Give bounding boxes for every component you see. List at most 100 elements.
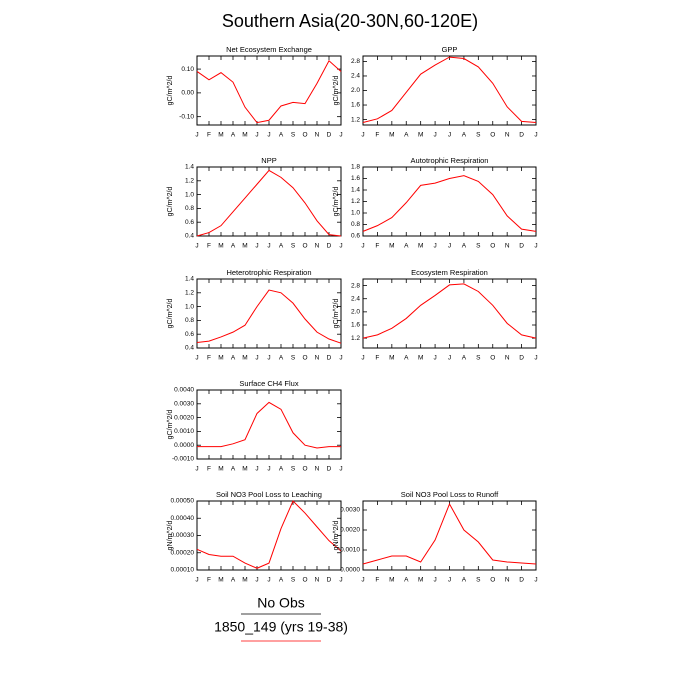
x-tick-label: F [207, 132, 211, 139]
y-axis-label: gN/m^2/d [333, 521, 340, 551]
y-axis-label: gC/m^2/d [333, 187, 340, 217]
x-tick-label: J [267, 466, 270, 473]
y-axis-label: gC/m^2/d [333, 299, 340, 329]
plot-frame [362, 278, 537, 349]
x-tick-label: M [418, 577, 423, 584]
x-tick-label: J [195, 243, 198, 250]
y-tick-label: 0.6 [351, 233, 360, 240]
y-tick-label: 1.2 [351, 335, 360, 342]
panel-title: Surface CH4 Flux [239, 379, 298, 388]
x-tick-label: J [255, 355, 258, 362]
x-tick-label: M [389, 577, 394, 584]
x-tick-label: J [255, 577, 258, 584]
y-tick-label: 0.0030 [174, 401, 194, 408]
x-tick-label: F [375, 577, 379, 584]
x-tick-label: N [315, 466, 320, 473]
y-tick-label: 0.6 [185, 331, 194, 338]
x-tick-label: M [242, 243, 247, 250]
x-tick-label: N [315, 243, 320, 250]
x-tick-label: F [375, 355, 379, 362]
x-tick-label: F [207, 466, 211, 473]
x-tick-label: J [433, 243, 436, 250]
y-tick-label: 0.10 [181, 66, 194, 73]
data-line [196, 289, 342, 344]
x-tick-label: M [242, 132, 247, 139]
y-tick-label: 0.0030 [340, 507, 360, 514]
x-tick-label: S [291, 243, 296, 250]
x-tick-label: D [327, 355, 332, 362]
x-tick-label: D [327, 132, 332, 139]
x-tick-label: A [279, 466, 284, 473]
x-tick-label: A [279, 243, 284, 250]
x-tick-label: O [490, 132, 495, 139]
y-tick-label: 0.4 [185, 233, 194, 240]
x-tick-label: J [255, 466, 258, 473]
x-tick-label: A [404, 132, 409, 139]
x-tick-label: A [404, 577, 409, 584]
y-tick-label: -0.0010 [172, 456, 194, 463]
panel-title: Soil NO3 Pool Loss to Runoff [401, 490, 499, 499]
y-tick-label: 1.4 [185, 164, 194, 171]
x-tick-label: A [462, 355, 467, 362]
x-tick-label: D [519, 577, 524, 584]
x-tick-label: O [302, 243, 307, 250]
panel-title: Ecosystem Respiration [411, 268, 488, 277]
panel-title: GPP [442, 45, 458, 54]
x-tick-label: J [195, 132, 198, 139]
data-line [196, 59, 342, 124]
y-tick-label: 0.0000 [174, 442, 194, 449]
x-tick-label: N [505, 577, 510, 584]
legend-label: 1850_149 (yrs 19-38) [214, 619, 348, 635]
y-tick-label: 0.00050 [171, 498, 195, 505]
x-tick-label: M [389, 243, 394, 250]
x-tick-label: J [534, 355, 537, 362]
y-tick-label: 1.0 [351, 210, 360, 217]
data-line [362, 283, 537, 339]
x-tick-label: N [315, 355, 320, 362]
plot-frame [196, 389, 342, 460]
x-tick-label: S [476, 355, 481, 362]
x-tick-label: S [291, 466, 296, 473]
x-tick-label: A [279, 132, 284, 139]
x-tick-label: S [476, 243, 481, 250]
x-tick-label: J [339, 577, 342, 584]
x-tick-label: A [462, 577, 467, 584]
x-tick-label: J [361, 132, 364, 139]
y-tick-label: 0.0040 [174, 387, 194, 394]
y-tick-label: 0.00 [181, 90, 194, 97]
x-tick-label: A [404, 355, 409, 362]
y-tick-label: 0.6 [185, 219, 194, 226]
y-tick-label: 1.2 [185, 290, 194, 297]
y-axis-label: gC/m^2/d [167, 299, 174, 329]
x-tick-label: M [218, 355, 223, 362]
x-tick-label: O [302, 132, 307, 139]
x-tick-label: F [207, 577, 211, 584]
y-tick-label: 1.4 [185, 276, 194, 283]
data-line [362, 175, 537, 232]
x-tick-label: J [433, 355, 436, 362]
y-tick-label: 1.2 [351, 198, 360, 205]
y-axis-label: gN/m^2/d [167, 521, 174, 551]
x-tick-label: S [476, 132, 481, 139]
x-tick-label: M [242, 577, 247, 584]
data-line [196, 169, 342, 237]
y-tick-label: 1.4 [351, 187, 360, 194]
y-tick-label: 1.0 [185, 191, 194, 198]
y-tick-label: 0.4 [185, 345, 194, 352]
x-tick-label: J [339, 243, 342, 250]
y-tick-label: 1.2 [185, 178, 194, 185]
x-tick-label: D [327, 243, 332, 250]
x-tick-label: D [519, 243, 524, 250]
x-tick-label: N [505, 355, 510, 362]
x-tick-label: O [490, 355, 495, 362]
y-tick-label: 0.0020 [340, 527, 360, 534]
x-tick-label: M [218, 132, 223, 139]
y-tick-label: 0.0010 [340, 547, 360, 554]
x-tick-label: A [231, 132, 236, 139]
plot-frame [196, 166, 342, 237]
x-tick-label: S [291, 355, 296, 362]
x-tick-label: M [218, 466, 223, 473]
x-tick-label: J [195, 577, 198, 584]
x-tick-label: N [315, 132, 320, 139]
x-tick-label: J [433, 577, 436, 584]
